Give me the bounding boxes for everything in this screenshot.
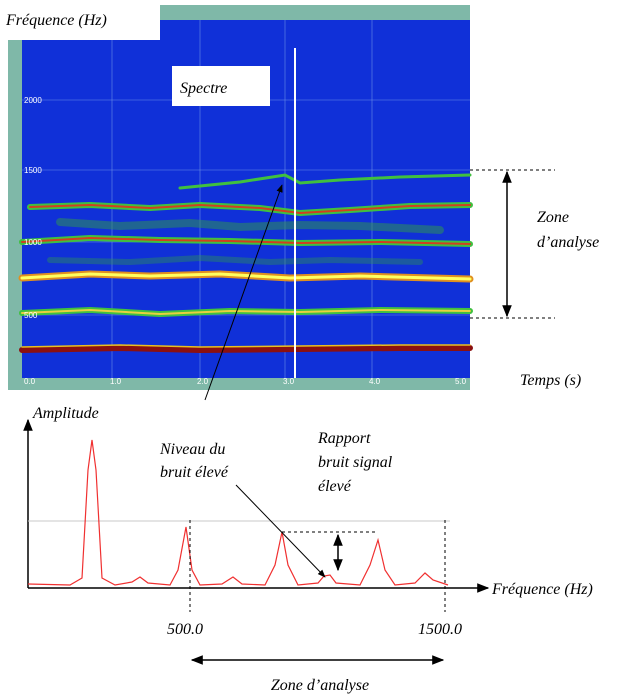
x-tick-label: 2.0 <box>197 377 209 386</box>
zone-label: d’analyse <box>537 234 599 251</box>
spectrogram: Fréquence (Hz) Spectre 2000 1500 1000 50… <box>0 0 474 390</box>
y-tick-label: 500 <box>24 311 38 320</box>
x-axis-label: Temps (s) <box>520 372 581 389</box>
x-tick-label: 3.0 <box>283 377 295 386</box>
y-tick-label: 1500 <box>24 166 42 175</box>
x-tick-label: 1.0 <box>110 377 122 386</box>
ratio-label: bruit signal <box>318 454 393 471</box>
spectrum-line <box>27 439 449 586</box>
noise-label: Niveau du <box>159 441 225 458</box>
label-box <box>172 66 270 106</box>
x-tick-label: 1500.0 <box>418 621 462 638</box>
ratio-label: Rapport <box>317 430 371 447</box>
y-tick-label: 1000 <box>24 238 42 247</box>
label-box <box>0 0 160 40</box>
x-tick-label: 5.0 <box>455 377 467 386</box>
ratio-label: élevé <box>318 478 352 495</box>
bands <box>18 173 474 354</box>
x-tick-label: 500.0 <box>167 621 203 638</box>
zone-label: Zone d’analyse <box>271 677 369 694</box>
x-tick-label: 0.0 <box>24 377 36 386</box>
annotations <box>204 169 555 401</box>
x-axis-label: Fréquence (Hz) <box>491 581 593 598</box>
y-axis-label: Amplitude <box>32 405 99 422</box>
y-tick-label: 2000 <box>24 96 42 105</box>
marker-label: Spectre <box>180 80 227 97</box>
noise-label: bruit élevé <box>160 464 229 481</box>
pointer <box>235 484 326 578</box>
x-tick-label: 4.0 <box>369 377 381 386</box>
zone-label: Zone <box>537 209 569 226</box>
spectrum <box>23 418 490 665</box>
y-axis-label: Fréquence (Hz) <box>5 12 107 29</box>
